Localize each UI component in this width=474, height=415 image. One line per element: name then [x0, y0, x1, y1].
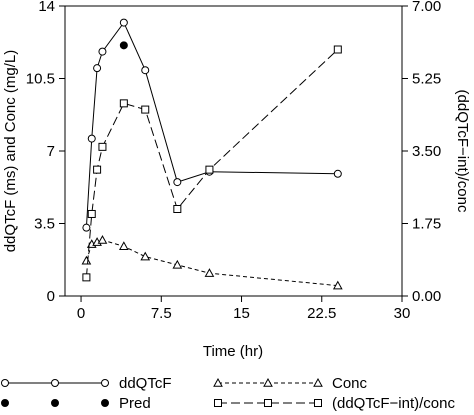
- y-left-tick-label: 10.5: [26, 71, 55, 88]
- x-tick-label: 15: [233, 305, 250, 322]
- data-point-triangle: [263, 377, 273, 387]
- legend-label: ddQTcF: [119, 375, 172, 392]
- data-point-square: [93, 165, 102, 174]
- data-point-square: [205, 165, 214, 174]
- data-point-triangle: [172, 259, 183, 269]
- legend-item: (ddQTcF−int)/conc: [214, 395, 455, 412]
- data-point-filled-circle: [101, 399, 109, 407]
- data-point-triangle: [118, 241, 129, 250]
- x-tick-label: 0: [77, 305, 85, 322]
- data-point-square: [87, 209, 96, 218]
- legend-label: Pred: [119, 395, 151, 412]
- data-point-square: [173, 205, 182, 213]
- data-point-square: [141, 105, 150, 114]
- legend-label: Conc: [332, 375, 368, 392]
- data-point-circle: [82, 223, 91, 232]
- y-left-tick-label: 0: [47, 288, 55, 305]
- legend-label: (ddQTcF−int)/conc: [332, 395, 455, 412]
- y-left-tick-label: 3.5: [34, 216, 55, 233]
- data-point-triangle: [204, 268, 215, 277]
- data-point-triangle: [81, 255, 92, 265]
- y-right-tick-label: 3.50: [412, 143, 441, 160]
- legend-item: ddQTcF: [1, 375, 172, 392]
- data-point-square: [333, 45, 342, 54]
- data-point-square: [214, 399, 222, 407]
- series-conc: [81, 235, 343, 290]
- data-point-circle: [333, 169, 342, 178]
- legend-item: Pred: [1, 395, 151, 412]
- series-line: [85, 49, 339, 278]
- data-point-circle: [93, 64, 102, 73]
- data-point-circle: [101, 379, 109, 387]
- data-point-square: [264, 399, 272, 407]
- legend: ddQTcF Pred Conc (ddQTcF−int)/conc: [1, 375, 455, 412]
- data-point-circle: [119, 18, 128, 27]
- x-tick-label: 30: [394, 305, 411, 322]
- series-ddqtcf-int-conc: [82, 45, 342, 282]
- data-point-square: [119, 99, 128, 108]
- data-point-circle: [141, 66, 150, 75]
- y-left-tick-label: 14: [38, 0, 55, 15]
- data-point-circle: [87, 134, 96, 143]
- data-point-filled-circle: [51, 399, 59, 407]
- data-point-triangle: [213, 377, 223, 387]
- y-right-tick-label: 0.00: [412, 288, 441, 305]
- series-line: [85, 21, 338, 228]
- data-point-triangle: [97, 235, 108, 244]
- data-point-square: [98, 142, 107, 151]
- data-point-circle: [1, 379, 9, 387]
- y-left-tick-label: 7: [47, 143, 55, 160]
- plot-frame: [64, 5, 403, 297]
- series-layer: [81, 18, 343, 290]
- data-point-square: [314, 399, 322, 407]
- data-point-square: [82, 273, 91, 282]
- y-right-tick-label: 5.25: [412, 71, 441, 88]
- data-point-filled-circle: [119, 41, 128, 50]
- y-right-tick-label: 7.00: [412, 0, 441, 15]
- data-point-triangle: [140, 251, 151, 261]
- series-ddqtcf: [82, 18, 342, 232]
- series-pred: [119, 41, 128, 50]
- y-right-tick-label: 1.75: [412, 216, 441, 233]
- legend-item: Conc: [213, 375, 368, 392]
- data-point-triangle: [313, 377, 323, 387]
- y-axis-title-right: (ddQTcF−int)/conc: [454, 90, 471, 213]
- x-tick-label: 22.5: [307, 305, 336, 322]
- x-axis-title: Time (hr): [203, 343, 263, 360]
- data-point-triangle: [332, 280, 343, 290]
- data-point-circle: [51, 379, 59, 387]
- axis-ticks: 0 7.5 15 22.5 30 0 3.5 7 10.5 14 0.00 1.75 3.50 5.25 7…: [26, 0, 441, 322]
- data-point-filled-circle: [1, 399, 9, 407]
- y-axis-title-left: ddQTcF (ms) and Conc (mg/L): [2, 50, 19, 253]
- data-point-circle: [98, 47, 107, 56]
- x-tick-label: 7.5: [151, 305, 172, 322]
- data-point-circle: [173, 178, 182, 187]
